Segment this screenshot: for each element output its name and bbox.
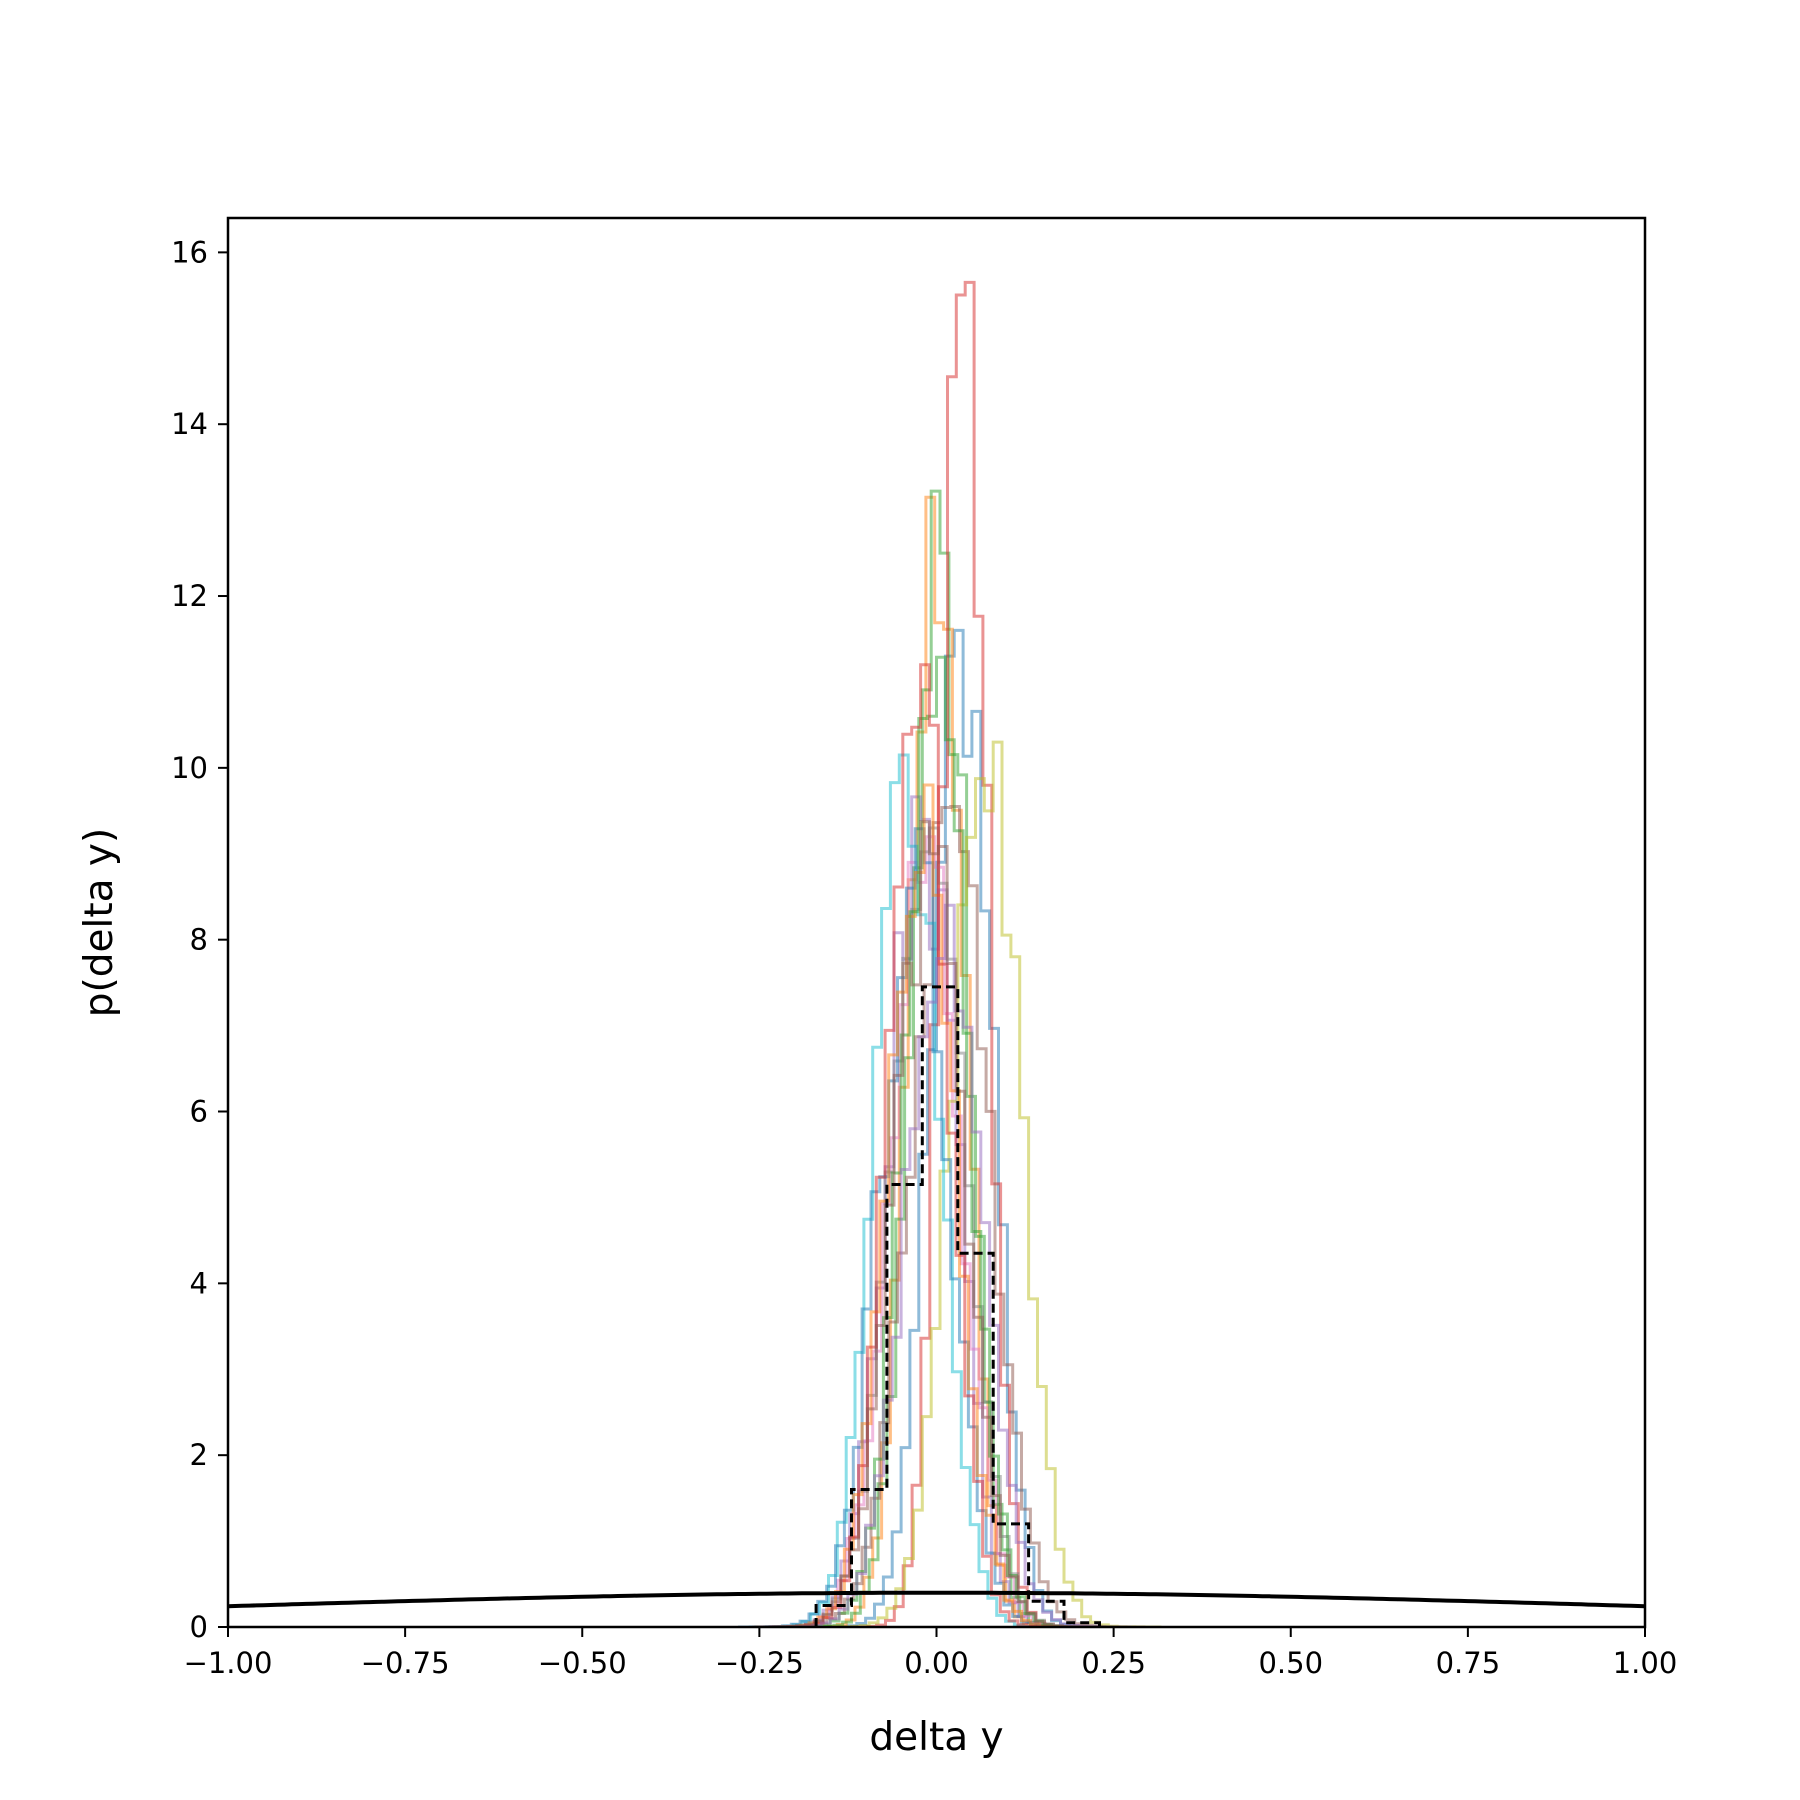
x-tick-label: 0.50 (1258, 1646, 1323, 1680)
y-tick-label: 8 (190, 923, 208, 957)
y-tick-label: 14 (171, 407, 208, 441)
y-tick-label: 0 (190, 1610, 208, 1644)
sample-histogram-15 (759, 903, 1132, 1627)
x-tick-label: 0.75 (1436, 1646, 1501, 1680)
sample-histogram-6 (755, 805, 1146, 1627)
sample-histogram-11 (738, 827, 1093, 1627)
sample-histogram-3 (798, 489, 1082, 1627)
prior-curve (228, 1590, 1645, 1609)
x-tick-label: 1.00 (1613, 1646, 1678, 1680)
x-tick-label: −1.00 (184, 1646, 273, 1680)
x-tick-label: −0.50 (538, 1646, 627, 1680)
y-axis: 0 2 4 6 8 10 12 14 16 (171, 235, 228, 1644)
y-tick-label: 4 (190, 1266, 208, 1300)
sample-histogram-7 (748, 835, 1103, 1627)
x-tick-label: −0.75 (361, 1646, 450, 1680)
sample-histogram-13 (777, 655, 1096, 1627)
combined-histogram (814, 985, 1101, 1627)
sample-histogram-16 (752, 820, 1107, 1627)
x-tick-label: −0.25 (715, 1646, 804, 1680)
y-axis-label: p(delta y) (77, 828, 122, 1017)
y-tick-label: 16 (171, 235, 208, 269)
sample-histogram-12 (755, 783, 1093, 1627)
x-tick-label: 0.25 (1081, 1646, 1146, 1680)
x-axis-label: delta y (869, 1715, 1003, 1760)
y-tick-label: 12 (171, 579, 208, 613)
x-axis: −1.00 −0.75 −0.50 −0.25 0.00 0.25 0.50 0.75 1.00 (184, 1627, 1678, 1680)
sample-histogram-2 (801, 495, 1077, 1627)
y-tick-label: 2 (190, 1438, 208, 1472)
plot-area (228, 280, 1645, 1627)
y-tick-label: 10 (171, 751, 208, 785)
x-tick-label: 0.00 (904, 1646, 969, 1680)
y-tick-label: 6 (190, 1095, 208, 1129)
